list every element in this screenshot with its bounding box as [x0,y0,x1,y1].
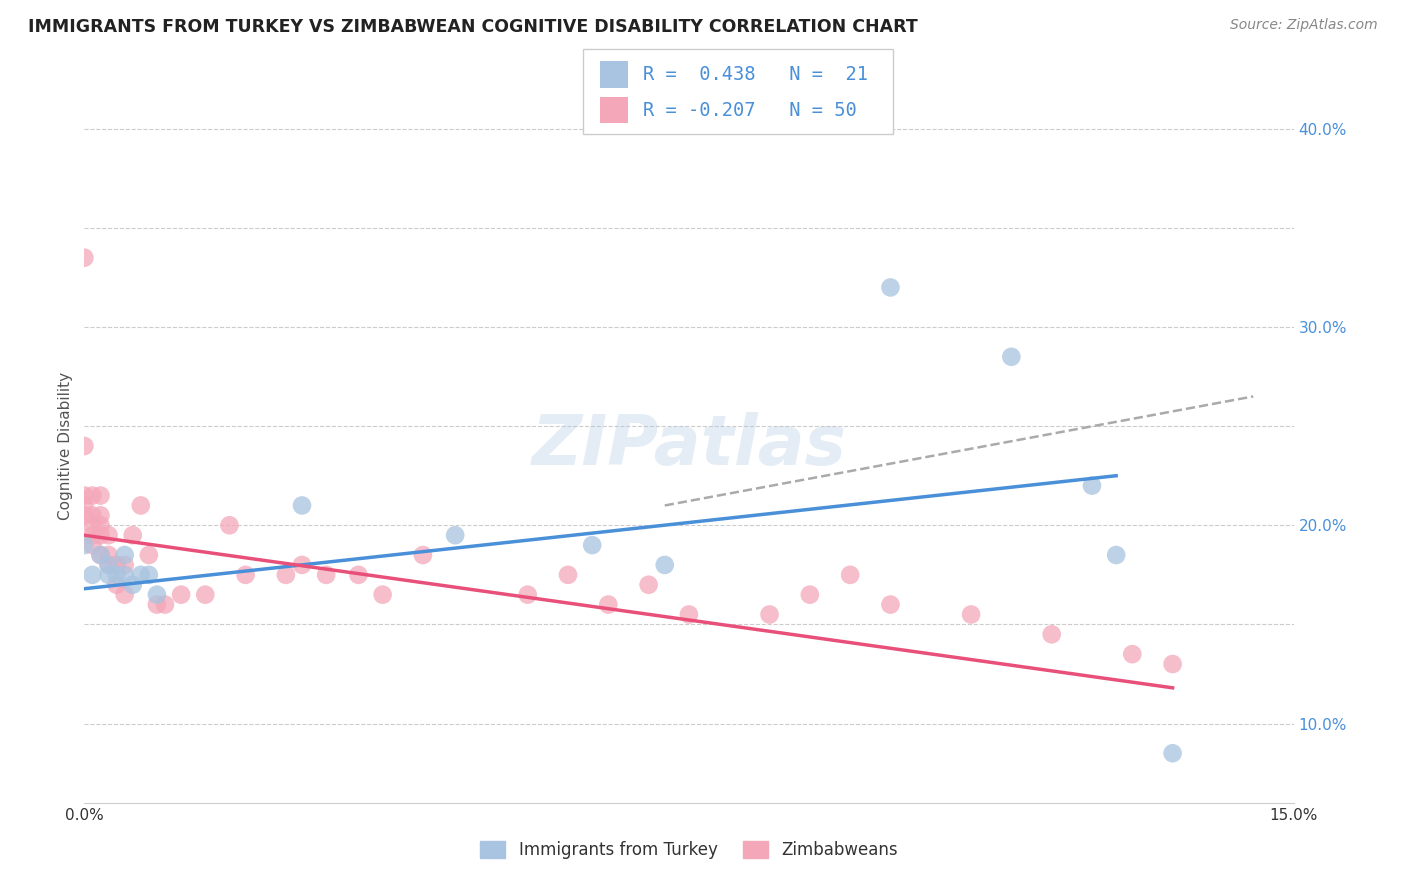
Point [1000,350,1022,364]
Point [879,598,901,612]
Point [105,558,128,572]
Point [678,607,700,622]
Legend: Immigrants from Turkey, Zimbabweans: Immigrants from Turkey, Zimbabweans [474,834,904,866]
Point [82,528,104,542]
Point [879,280,901,294]
Point [82,508,104,523]
Point [444,528,467,542]
Text: Source: ZipAtlas.com: Source: ZipAtlas.com [1230,18,1378,32]
Point [73,251,96,265]
Point [97,548,120,562]
Point [89,508,111,523]
Point [89,489,111,503]
Point [291,499,314,513]
Y-axis label: Cognitive Disability: Cognitive Disability [58,372,73,520]
Point [153,598,176,612]
Point [516,588,538,602]
Point [557,567,579,582]
Point [114,558,136,572]
Point [799,588,821,602]
Point [235,567,257,582]
Point [758,607,780,622]
Point [114,588,136,602]
Point [218,518,240,533]
Point [960,607,983,622]
Point [82,518,104,533]
Point [121,578,143,592]
Point [97,558,120,572]
Point [347,567,370,582]
Point [1040,627,1063,641]
Point [146,598,169,612]
Point [73,499,96,513]
Point [89,528,111,542]
Point [412,548,434,562]
Point [138,548,160,562]
Point [82,538,104,552]
Text: ZIPatlas: ZIPatlas [531,412,846,480]
Point [129,567,152,582]
Point [581,538,603,552]
Point [97,567,120,582]
Point [89,548,111,562]
Point [839,567,862,582]
Point [82,489,104,503]
Point [371,588,394,602]
Text: R =  0.438   N =  21: R = 0.438 N = 21 [643,65,868,84]
Point [146,588,169,602]
Point [73,439,96,453]
Point [1161,746,1184,760]
Point [97,528,120,542]
Point [97,558,120,572]
Point [315,567,337,582]
Point [598,598,620,612]
Point [1105,548,1128,562]
Point [105,578,128,592]
Text: R = -0.207   N = 50: R = -0.207 N = 50 [643,101,856,120]
Point [654,558,676,572]
Point [138,567,160,582]
Point [1121,647,1143,661]
Text: IMMIGRANTS FROM TURKEY VS ZIMBABWEAN COGNITIVE DISABILITY CORRELATION CHART: IMMIGRANTS FROM TURKEY VS ZIMBABWEAN COG… [28,18,918,36]
Point [121,528,143,542]
Point [89,518,111,533]
Point [73,489,96,503]
Point [170,588,193,602]
Point [1081,478,1104,492]
Point [194,588,217,602]
Point [73,508,96,523]
Point [82,567,104,582]
Point [637,578,659,592]
Point [105,567,128,582]
Point [114,567,136,582]
Point [1161,657,1184,671]
Point [73,538,96,552]
Point [89,548,111,562]
Point [274,567,297,582]
Point [291,558,314,572]
Point [114,548,136,562]
Point [129,499,152,513]
